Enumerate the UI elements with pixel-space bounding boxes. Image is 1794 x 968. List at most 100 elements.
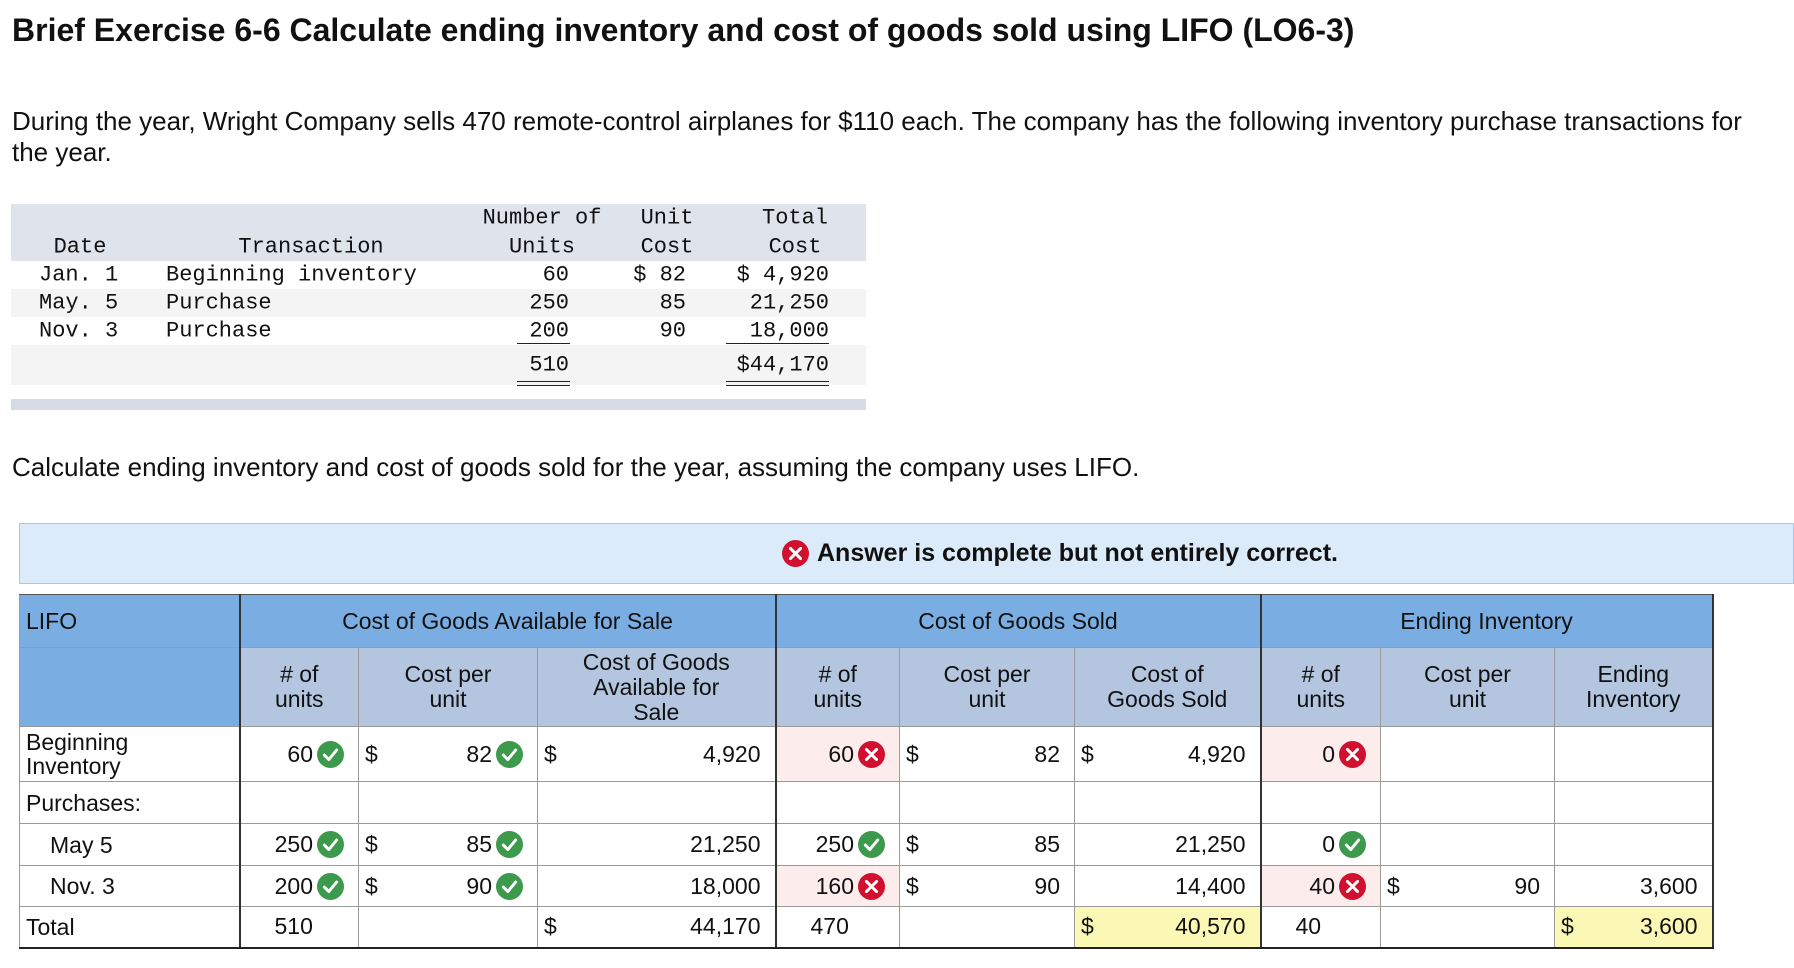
cell-value: 90 xyxy=(1034,872,1060,899)
answer-row: Purchases: xyxy=(19,781,1714,824)
currency-sign: $ xyxy=(1387,872,1400,899)
answer-cell: 250 xyxy=(239,823,359,866)
cell-content: 18,000 xyxy=(544,872,761,900)
subheader-line: # of xyxy=(1301,661,1340,687)
table-cell: Purchase xyxy=(166,290,272,316)
row-label: Beginning Inventory xyxy=(19,726,241,782)
feedback-box: Answer is complete but not entirely corr… xyxy=(19,523,1794,584)
cell-value: 82 xyxy=(1034,740,1060,767)
answer-cell: 470 xyxy=(775,906,900,949)
column-header: Total xyxy=(761,205,829,231)
cell-content: 21,250 xyxy=(1081,831,1245,858)
row-label-text: Nov. 3 xyxy=(50,873,115,899)
cell-content: 0 xyxy=(1268,831,1366,858)
table-cell: $ 82 xyxy=(633,262,686,288)
total-cost: $44,170 xyxy=(736,352,829,378)
currency-sign: $ xyxy=(544,740,557,767)
answer-cell: 0 xyxy=(1260,726,1381,782)
currency-sign: $ xyxy=(544,913,557,940)
cell-value: 3,600 xyxy=(1639,872,1698,899)
answer-cell xyxy=(358,906,538,949)
cell-value: 4,920 xyxy=(1187,740,1246,767)
cell-value: 18,000 xyxy=(690,872,761,899)
cell-value: 14,400 xyxy=(1175,872,1246,899)
cell-content: $3,600 xyxy=(1561,913,1698,940)
correct-icon xyxy=(496,872,523,900)
table-cell: Beginning inventory xyxy=(166,262,417,288)
answer-cell xyxy=(1380,823,1555,866)
column-header: Cost xyxy=(640,234,694,260)
cell-content: 3,600 xyxy=(1561,873,1698,900)
subheader: Cost per unit xyxy=(1380,647,1555,727)
underline xyxy=(726,343,829,344)
bottom-bar xyxy=(11,399,866,410)
subheader-line: Cost per xyxy=(404,661,492,687)
answer-cell: $85 xyxy=(358,823,538,866)
cell-value: 90 xyxy=(1514,872,1540,899)
subheader-line: Cost of xyxy=(1130,661,1204,687)
answer-cell: 21,250 xyxy=(537,823,777,866)
correct-icon xyxy=(496,740,523,768)
cell-content: 14,400 xyxy=(1081,872,1246,900)
subheader-line: Available for xyxy=(593,673,720,700)
subheader-blank xyxy=(19,647,241,727)
table-cell: May. 5 xyxy=(39,290,119,316)
answer-cell: $3,600 xyxy=(1554,906,1714,949)
answer-cell: 40 xyxy=(1260,906,1381,949)
cell-value: 470 xyxy=(810,913,849,940)
answer-cell: 60 xyxy=(239,726,359,782)
cell-content: $4,920 xyxy=(544,741,761,768)
subheader-line: unit xyxy=(968,686,1006,712)
subheader: Cost of Goods Sold xyxy=(1074,647,1262,727)
subheader-line: Cost of Goods xyxy=(582,648,730,675)
answer-cell: 250 xyxy=(775,823,900,866)
table-cell: 250 xyxy=(529,290,569,316)
cell-content: $90 xyxy=(1387,873,1540,900)
cell-value: 60 xyxy=(287,740,313,767)
subheader-line: Cost per xyxy=(943,661,1031,687)
currency-sign: $ xyxy=(906,740,919,767)
group-header-row: LIFO Cost of Goods Available for Sale Cost… xyxy=(19,594,1714,648)
answer-cell: $40,570 xyxy=(1074,906,1262,949)
cell-content: $82 xyxy=(365,740,523,768)
cell-content: $90 xyxy=(906,873,1060,900)
incorrect-icon xyxy=(1339,872,1366,900)
correct-icon xyxy=(1339,831,1366,858)
incorrect-icon xyxy=(858,872,885,900)
currency-sign: $ xyxy=(1081,740,1094,767)
answer-cell: 60 xyxy=(775,726,900,782)
answer-cell xyxy=(1380,726,1555,782)
total-units: 510 xyxy=(529,352,569,378)
cell-content: $4,920 xyxy=(1081,741,1246,768)
cell-content: $85 xyxy=(365,831,523,858)
cell-content: 60 xyxy=(783,740,885,768)
group-header: Ending Inventory xyxy=(1260,594,1714,648)
currency-sign: $ xyxy=(365,872,378,899)
answer-cell xyxy=(537,781,777,824)
subheader: # of units xyxy=(239,647,359,727)
cell-value: 510 xyxy=(274,913,313,940)
row-label-text: May 5 xyxy=(50,831,113,858)
answer-cell xyxy=(239,781,359,824)
row-label-text: Purchases: xyxy=(26,789,142,816)
currency-sign: $ xyxy=(906,831,919,857)
answer-cell xyxy=(1380,906,1555,949)
answer-cell: 40 xyxy=(1260,865,1381,907)
subheader-line: units xyxy=(813,686,863,712)
cell-content: 470 xyxy=(783,913,886,940)
answer-cell xyxy=(1074,781,1262,824)
underline xyxy=(517,343,570,344)
cell-value: 250 xyxy=(815,831,854,857)
correct-icon xyxy=(317,740,344,768)
cell-value: 4,920 xyxy=(702,740,761,767)
column-header: Unit xyxy=(640,205,694,231)
purchase-table: Date Transaction Number of Units Unit Cost Tot… xyxy=(0,0,900,420)
answer-cell: $44,170 xyxy=(537,906,777,949)
currency-sign: $ xyxy=(365,740,378,767)
group-header: Cost of Goods Sold xyxy=(775,594,1262,648)
cell-value: 85 xyxy=(1034,831,1060,857)
group-header: LIFO xyxy=(19,594,241,648)
answer-row: May 5 250 $85 21,250 250 $85 21,250 0 xyxy=(19,823,1714,866)
table-cell: Jan. 1 xyxy=(39,262,119,288)
cell-value: 44,170 xyxy=(690,913,761,940)
